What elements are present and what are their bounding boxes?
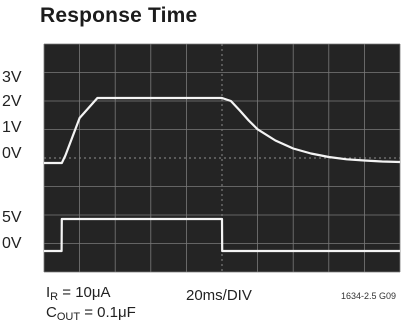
part-code: 1634-2.5 G09 bbox=[341, 291, 397, 301]
y-tick-label-5v: 5V bbox=[2, 209, 22, 226]
output-voltage-trace bbox=[44, 96, 401, 165]
cout-annotation: COUT = 0.1μF bbox=[46, 304, 136, 323]
y-tick-label-3v: 3V bbox=[2, 69, 22, 86]
y-tick-label-2v: 2V bbox=[2, 93, 22, 110]
graticule bbox=[43, 43, 401, 273]
y-tick-label-1v: 1V bbox=[2, 119, 22, 136]
ir-annotation: IR = 10μA bbox=[46, 284, 111, 303]
x-axis-label: 20ms/DIV bbox=[186, 287, 252, 304]
y-tick-label-0v-top: 0V bbox=[2, 145, 22, 162]
chart-title: Response Time bbox=[40, 4, 198, 27]
y-tick-label-0v-bottom: 0V bbox=[2, 235, 22, 252]
input-pulse-trace bbox=[44, 217, 400, 253]
